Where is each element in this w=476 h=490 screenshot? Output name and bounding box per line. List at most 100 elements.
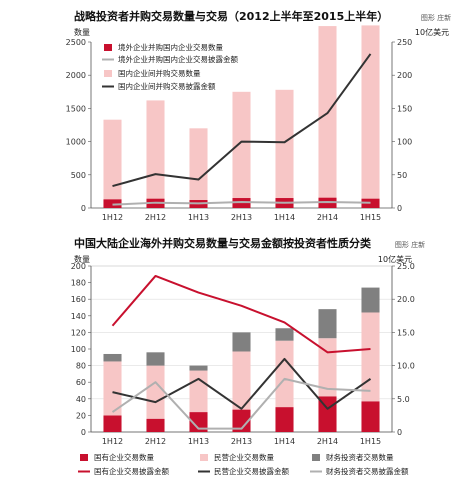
chart2-legend-label: 民营企业交易披露金额 xyxy=(214,466,289,476)
chart1-bar xyxy=(103,119,122,208)
chart2-y-tick-label: 120 xyxy=(71,328,86,337)
chart2-legend-swatch xyxy=(80,454,88,461)
chart2-y2-tick-label: 10.0 xyxy=(397,362,415,371)
chart2-bar xyxy=(103,361,122,416)
chart2-y-tick-label: 20 xyxy=(76,411,86,420)
chart2-x-tick-label: 2H12 xyxy=(145,437,166,446)
chart2-x-tick-label: 1H15 xyxy=(360,437,381,446)
chart1-y2-tick-label: 100 xyxy=(397,138,412,147)
chart2-legend-label: 民营企业交易数量 xyxy=(214,452,274,462)
chart1-legend-label: 境外企业并购国内企业交易数量 xyxy=(118,42,223,52)
chart1-y-tick-label: 0 xyxy=(81,204,86,213)
chart1-x-tick-label: 1H12 xyxy=(102,213,123,222)
chart2-series-line xyxy=(111,377,371,430)
chart2-x-tick-label: 1H13 xyxy=(188,437,209,446)
chart2-y-tick-label: 100 xyxy=(71,345,86,354)
chart1-y-tick-label: 2500 xyxy=(66,38,86,47)
chart1-y-tick-label: 1000 xyxy=(66,138,86,147)
chart2-plot: 0 20 40 60 80 100 120 140 160 180 200 0 5.0 10.0 15.0 2… xyxy=(71,262,415,476)
chart1-credit: 图形 庄新 xyxy=(421,13,451,22)
chart1-bar xyxy=(361,198,380,208)
chart2-legend-label: 财务投资者交易披露金额 xyxy=(326,466,409,476)
chart2-legend-swatch xyxy=(200,454,208,461)
chart1-plot: 0 500 1000 1500 2000 2500 0 50 100 150 200 250 1H12 2… xyxy=(66,25,412,222)
chart1-y2-tick-label: 50 xyxy=(397,171,407,180)
chart2-bar xyxy=(146,418,165,432)
chart1-title: 战略投资者并购交易数量与交易（2012上半年至2015上半年） xyxy=(74,9,388,23)
chart2-bar xyxy=(361,287,380,313)
chart1-y-label: 数量 xyxy=(74,27,90,37)
chart2-y-tick-label: 160 xyxy=(71,295,86,304)
chart2-bar xyxy=(232,332,251,352)
chart1-series-line xyxy=(112,53,372,188)
chart1-y2-tick-label: 250 xyxy=(397,38,412,47)
chart2-legend-label: 财务投资者交易数量 xyxy=(326,452,394,462)
chart2-y2-tick-label: 20.0 xyxy=(397,295,415,304)
chart2-y-tick-label: 40 xyxy=(76,395,86,404)
chart2-bar xyxy=(275,340,294,408)
chart1-y-tick-label: 500 xyxy=(71,171,86,180)
chart1-y2-label: 10亿美元 xyxy=(415,27,449,37)
chart1-series-line xyxy=(112,201,371,206)
chart1-legend-label: 境外企业并购国内企业交易披露金额 xyxy=(118,54,238,64)
chart1-bar xyxy=(361,25,380,209)
chart2-bar xyxy=(103,353,122,362)
chart2-y-tick-label: 200 xyxy=(71,262,86,271)
chart1-y2-tick-label: 0 xyxy=(397,204,402,213)
chart2-y2-label: 10亿美元 xyxy=(378,254,412,264)
chart1-bar xyxy=(275,89,294,208)
chart2-legend-label: 国有企业交易数量 xyxy=(94,452,154,462)
chart1-bar xyxy=(318,26,337,209)
chart2-legend-swatch xyxy=(312,454,320,461)
chart2-bar xyxy=(146,365,165,419)
chart2-bar xyxy=(232,351,251,410)
chart2-y2-tick-label: 25.0 xyxy=(397,262,415,271)
chart1-y-tick-label: 2000 xyxy=(66,71,86,80)
chart2-legend-label: 国有企业交易披露金额 xyxy=(94,466,169,476)
chart2-x-tick-label: 1H12 xyxy=(102,437,123,446)
chart2-credit: 图形 庄新 xyxy=(395,240,425,249)
chart2-y2-tick-label: 5.0 xyxy=(397,395,410,404)
chart2-bar xyxy=(275,328,294,341)
chart2-bar xyxy=(361,312,380,402)
chart1-x-tick-label: 1H15 xyxy=(360,213,381,222)
chart1-x-tick-label: 2H13 xyxy=(231,213,252,222)
chart2-title: 中国大陆企业海外并购交易数量与交易金额按投资者性质分类 xyxy=(74,236,372,250)
chart2-bar xyxy=(103,415,122,432)
chart1-legend-swatch xyxy=(104,44,112,51)
chart2-y-tick-label: 0 xyxy=(81,428,86,437)
chart2-y-tick-label: 80 xyxy=(76,362,86,371)
chart2-x-tick-label: 2H13 xyxy=(231,437,252,446)
chart2-y2-tick-label: 15.0 xyxy=(397,328,415,337)
chart2-bar xyxy=(361,401,380,432)
chart1-bar xyxy=(232,91,251,208)
chart2-x-tick-label: 1H14 xyxy=(274,437,295,446)
chart2-bar xyxy=(232,409,251,432)
chart1-y2-tick-label: 200 xyxy=(397,71,412,80)
chart2-bar xyxy=(189,412,208,432)
chart1-x-tick-label: 1H14 xyxy=(274,213,295,222)
chart2-y-tick-label: 60 xyxy=(76,378,86,387)
chart1-y-tick-label: 1500 xyxy=(66,104,86,113)
chart2-y-tick-label: 140 xyxy=(71,312,86,321)
chart2-bar xyxy=(318,309,337,339)
chart2-bar xyxy=(275,407,294,432)
chart2-bar xyxy=(189,370,208,413)
chart1-legend-swatch xyxy=(104,70,112,77)
chart1-legend-label: 国内企业间并购交易数量 xyxy=(118,68,201,78)
chart1-x-tick-label: 2H14 xyxy=(317,213,338,222)
chart2-x-tick-label: 2H14 xyxy=(317,437,338,446)
chart1-x-tick-label: 1H13 xyxy=(188,213,209,222)
chart2-series-line xyxy=(112,357,372,410)
chart1-y2-tick-label: 150 xyxy=(397,104,412,113)
chart2-y2-tick-label: 0 xyxy=(397,428,402,437)
chart2-series-line xyxy=(111,274,371,354)
chart2-y-tick-label: 180 xyxy=(71,279,86,288)
chart1-bar xyxy=(189,128,208,208)
chart2-y-label: 数量 xyxy=(74,254,90,264)
chart1-x-tick-label: 2H12 xyxy=(145,213,166,222)
chart1-bar xyxy=(146,100,165,208)
chart2-bar xyxy=(189,365,208,371)
